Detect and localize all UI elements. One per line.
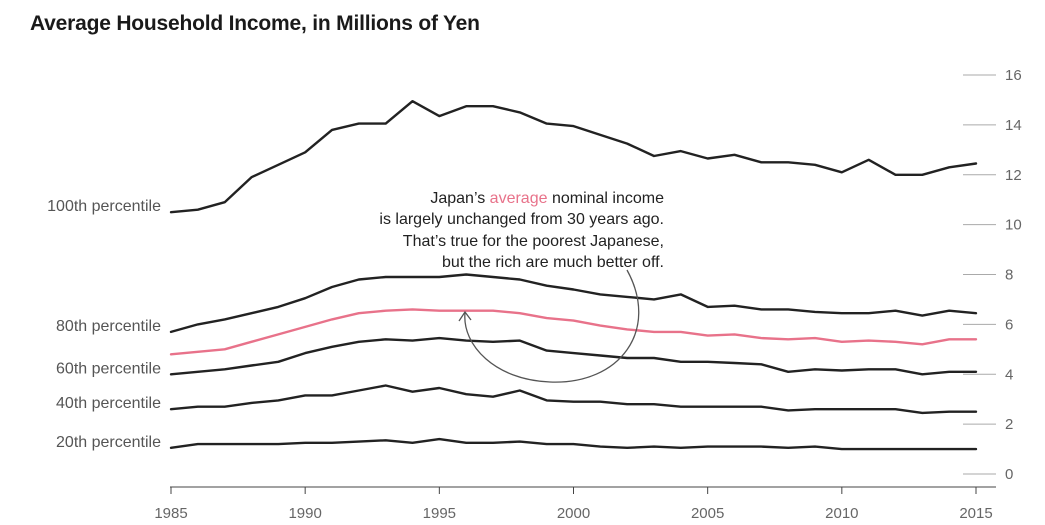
axes: 1985 1990 1995 2000 2005 2010 2015 0 2 4 6 8 10 12 14 1… xyxy=(154,67,1021,522)
y-tick-label: 2 xyxy=(1005,416,1013,433)
y-tick-label: 10 xyxy=(1005,217,1022,234)
annotation-line-1-post: nominal income xyxy=(548,190,665,207)
annotation-highlight-average: average xyxy=(490,190,548,207)
x-tick-label: 1995 xyxy=(423,505,456,522)
y-tick-label: 8 xyxy=(1005,267,1013,284)
series-label-80th-percentile: 80th percentile xyxy=(56,318,161,335)
series-line-20th-percentile xyxy=(169,437,978,451)
annotation-arrowhead xyxy=(458,310,472,322)
y-tick-label: 6 xyxy=(1005,316,1013,333)
y-tick-label: 12 xyxy=(1005,167,1022,184)
series-label-40th-percentile: 40th percentile xyxy=(56,395,161,412)
annotation-arrow xyxy=(464,269,640,383)
y-tick-label: 0 xyxy=(1005,466,1013,483)
x-tick-label: 1990 xyxy=(288,505,321,522)
x-tick-label: 2005 xyxy=(691,505,724,522)
series-label-60th-percentile: 60th percentile xyxy=(56,360,161,377)
annotation-line-1: Japan’s average nominal income xyxy=(430,190,664,207)
series-lines xyxy=(169,99,978,451)
x-tick-label: 2000 xyxy=(557,505,590,522)
series-labels: 100th percentile 80th percentile 60th perc… xyxy=(47,198,161,451)
y-tick-label: 14 xyxy=(1005,117,1022,134)
annotation: Japan’s average nominal income is largel… xyxy=(379,190,664,383)
series-line-100th-percentile xyxy=(169,99,978,214)
x-tick-label: 2015 xyxy=(959,505,992,522)
annotation-line-2: is largely unchanged from 30 years ago. xyxy=(379,211,664,228)
chart-title: Average Household Income, in Millions of… xyxy=(30,12,480,35)
y-tick-label: 4 xyxy=(1005,366,1013,383)
series-line-40th-percentile xyxy=(169,384,978,415)
series-line-average xyxy=(169,308,978,356)
series-label-20th-percentile: 20th percentile xyxy=(56,434,161,451)
y-tick-label: 16 xyxy=(1005,67,1022,84)
annotation-line-3: That’s true for the poorest Japanese, xyxy=(403,233,664,250)
series-label-100th-percentile: 100th percentile xyxy=(47,198,161,215)
x-tick-label: 1985 xyxy=(154,505,187,522)
annotation-line-4: but the rich are much better off. xyxy=(442,254,664,271)
series-line-60th-percentile xyxy=(169,336,978,376)
series-line-80th-percentile xyxy=(169,273,978,334)
annotation-line-1-pre: Japan’s xyxy=(430,190,489,207)
x-tick-label: 2010 xyxy=(825,505,858,522)
